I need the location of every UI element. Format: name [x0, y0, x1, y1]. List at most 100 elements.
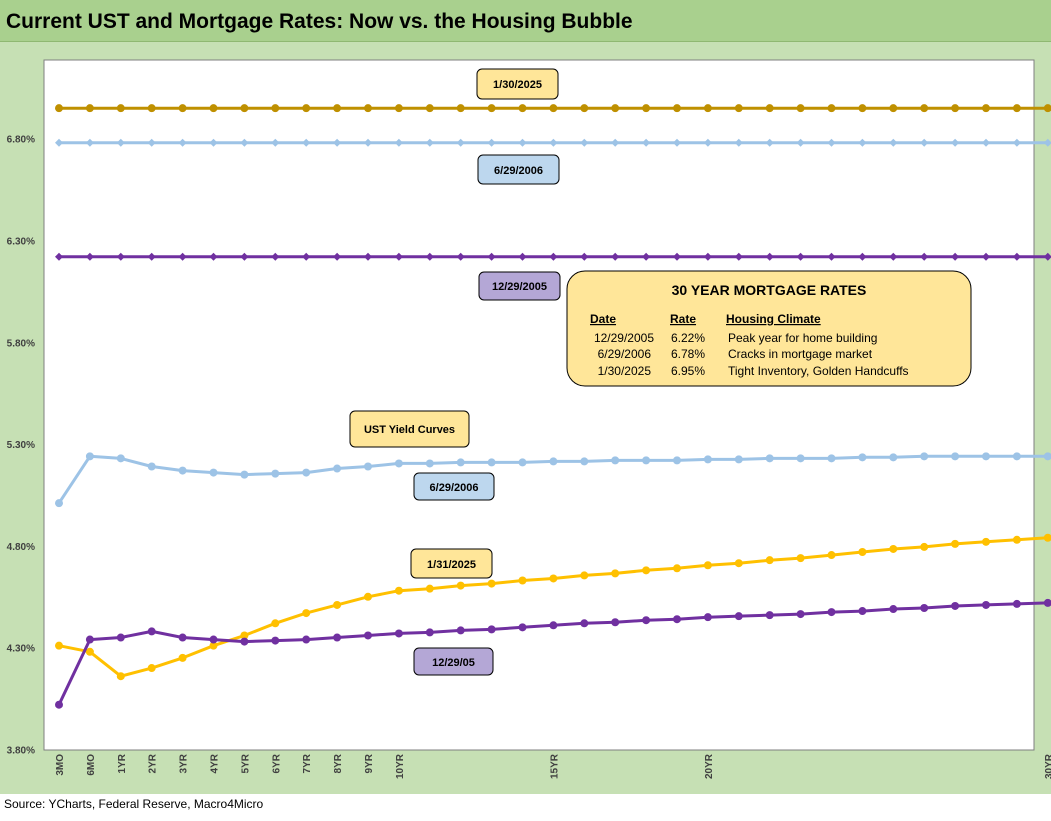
x-tick-label: 10YR	[395, 753, 406, 779]
y-tick-label: 6.30%	[7, 237, 35, 248]
callout-ust2005: 12/29/05	[413, 647, 494, 676]
data-point	[487, 458, 496, 467]
data-point	[827, 138, 836, 147]
data-point	[982, 600, 990, 609]
table-header-climate: Housing Climate	[726, 312, 821, 326]
data-point	[425, 628, 434, 637]
data-point	[116, 104, 125, 113]
data-point	[858, 607, 867, 616]
data-point	[642, 566, 651, 575]
data-point	[85, 104, 94, 113]
table-row-date: 1/30/2025	[598, 364, 652, 378]
data-point	[889, 104, 898, 113]
data-point	[858, 453, 867, 462]
data-point	[580, 571, 589, 580]
data-point	[549, 138, 558, 147]
data-point	[580, 104, 589, 113]
chart-title: Current UST and Mortgage Rates: Now vs. …	[6, 10, 633, 33]
data-point	[456, 252, 465, 261]
callout-ust2025-label: 1/31/2025	[427, 559, 476, 571]
data-point	[209, 635, 218, 644]
data-point	[827, 454, 836, 463]
data-point	[549, 621, 558, 630]
data-point	[765, 252, 774, 261]
data-point	[85, 138, 94, 147]
table-row-date: 6/29/2006	[598, 347, 652, 361]
data-point	[116, 138, 125, 147]
data-point	[302, 609, 311, 618]
callout-mort2005: 12/29/2005	[478, 271, 561, 301]
data-point	[178, 104, 187, 113]
data-point	[703, 613, 712, 622]
data-point	[364, 138, 372, 147]
data-point	[642, 104, 651, 113]
data-point	[920, 452, 929, 461]
data-point	[673, 138, 681, 147]
data-point	[302, 252, 311, 261]
x-tick-label: 3YR	[179, 753, 190, 773]
data-point	[240, 252, 249, 261]
data-point	[518, 138, 527, 147]
data-point	[858, 548, 867, 557]
data-point	[147, 252, 156, 261]
data-point	[271, 104, 280, 113]
data-point	[425, 252, 434, 261]
data-point	[456, 458, 465, 467]
data-point	[116, 633, 125, 642]
data-point	[333, 464, 342, 473]
callout-mort2025: 1/30/2025	[476, 68, 559, 100]
data-point	[209, 138, 218, 147]
data-point	[734, 252, 743, 261]
data-point	[394, 138, 403, 147]
data-point	[580, 252, 589, 261]
data-point	[982, 537, 990, 546]
callout-ust2025: 1/31/2025	[410, 548, 493, 579]
data-point	[951, 601, 960, 610]
data-point	[302, 468, 311, 477]
data-point	[147, 138, 156, 147]
data-point	[364, 592, 372, 601]
data-point	[1012, 138, 1021, 147]
data-point	[951, 539, 960, 548]
y-tick-label: 6.80%	[7, 135, 35, 146]
x-tick-label: 30YR	[1044, 753, 1051, 779]
data-point	[889, 453, 898, 462]
y-tick-label: 4.80%	[7, 542, 35, 553]
x-tick-label: 20YR	[704, 753, 715, 779]
data-point	[456, 104, 465, 113]
data-point	[796, 454, 805, 463]
data-point	[85, 635, 94, 644]
data-point	[734, 104, 743, 113]
x-tick-label: 15YR	[549, 753, 560, 779]
data-point	[1043, 598, 1051, 607]
data-point	[518, 623, 527, 632]
data-point	[858, 104, 867, 113]
data-point	[673, 252, 681, 261]
data-point	[518, 576, 527, 585]
data-point	[951, 252, 960, 261]
x-tick-label: 7YR	[302, 753, 313, 773]
data-point	[518, 458, 527, 467]
x-tick-label: 9YR	[364, 753, 375, 773]
data-point	[951, 138, 960, 147]
data-point	[240, 637, 249, 646]
x-axis: 3MO 6MO 1YR 2YR 3YR 4YR 5YR 6YR 7YR 8YR 9YR 10YR 15Y…	[55, 753, 1051, 779]
data-point	[858, 252, 867, 261]
data-point	[55, 641, 63, 650]
data-point	[518, 104, 527, 113]
data-point	[1012, 535, 1021, 544]
x-tick-label: 3MO	[55, 754, 66, 776]
data-point	[55, 104, 63, 113]
data-point	[951, 104, 960, 113]
data-point	[796, 138, 805, 147]
data-point	[549, 574, 558, 583]
data-point	[827, 252, 836, 261]
data-point	[240, 631, 249, 640]
data-point	[1012, 104, 1021, 113]
x-tick-label: 4YR	[210, 753, 221, 773]
data-point	[580, 619, 589, 628]
data-point	[549, 104, 558, 113]
data-point	[116, 252, 125, 261]
data-point	[611, 569, 620, 578]
